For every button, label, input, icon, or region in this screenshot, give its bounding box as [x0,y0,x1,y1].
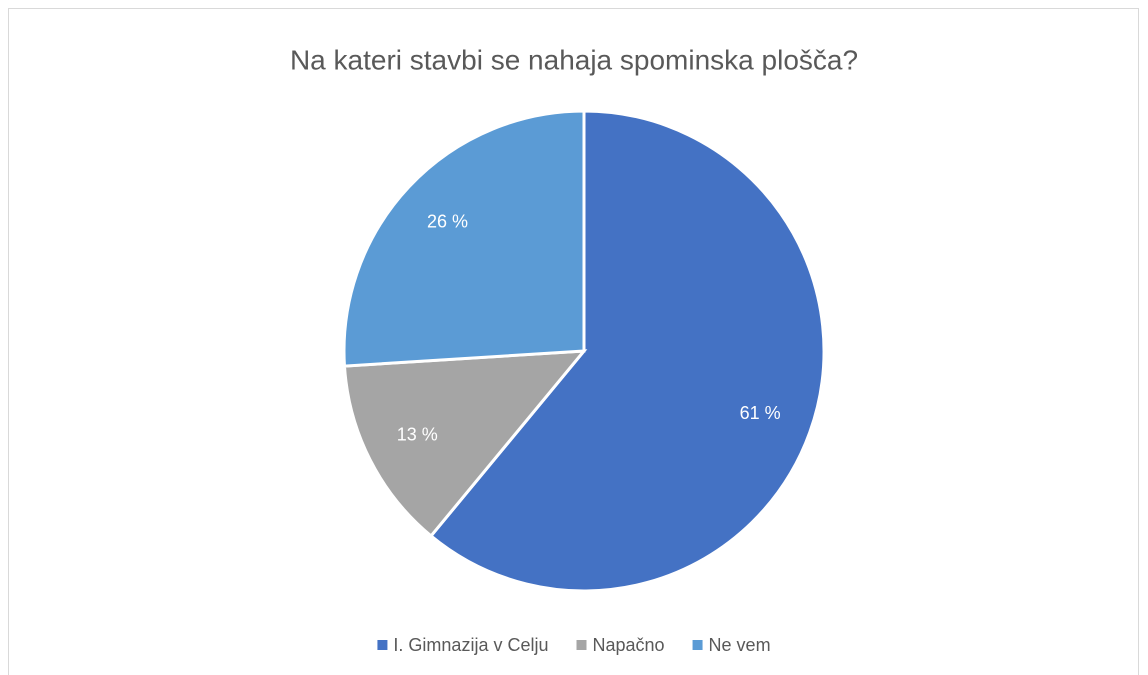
legend-swatch [692,640,703,650]
pie-slice [342,109,586,368]
pie-slice [342,349,588,539]
pie-slice [428,109,826,593]
data-label: 26 % [427,212,468,232]
legend-label: Ne vem [709,635,771,655]
legend-swatch [576,640,587,650]
data-label: 13 % [397,425,438,445]
data-label: 61 % [740,403,781,423]
legend-swatch [377,640,388,650]
legend-label: I. Gimnazija v Celju [393,635,548,655]
chart-title: Na kateri stavbi se nahaja spominska plo… [290,44,858,75]
legend-label: Napačno [592,635,664,655]
